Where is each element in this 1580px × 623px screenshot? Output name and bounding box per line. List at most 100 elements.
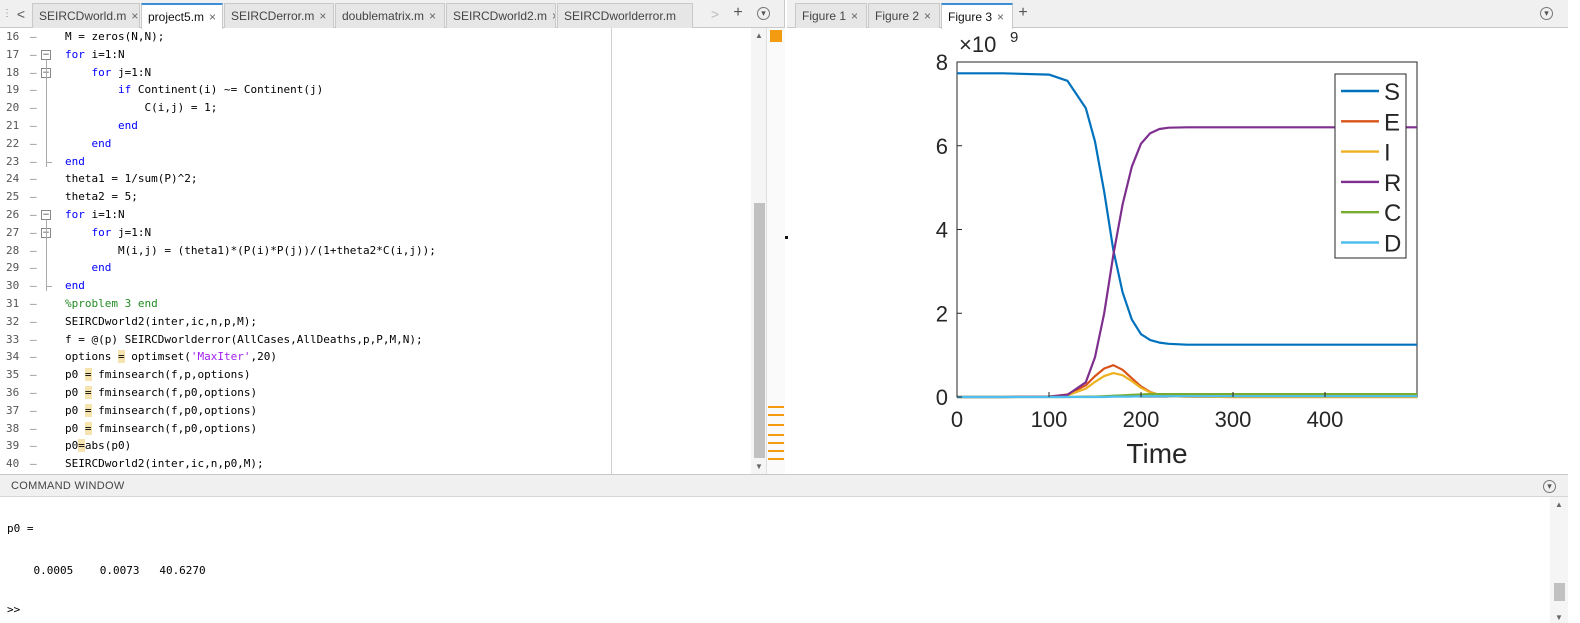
scroll-down-icon[interactable]: ▼ — [755, 462, 763, 471]
command-window-output[interactable]: p0 = 0.0005 0.0073 40.6270 >> — [0, 497, 1550, 623]
breakpoint-dash[interactable]: – — [30, 172, 37, 186]
code-line[interactable]: 29– end — [0, 259, 612, 277]
code-analyzer-bar[interactable] — [766, 28, 785, 474]
code-editor[interactable]: 16–M = zeros(N,N);17–−for i=1:N18–− for … — [0, 28, 768, 474]
command-window-menu-icon[interactable]: ▾ — [1543, 480, 1556, 493]
close-tab-icon[interactable]: × — [131, 9, 139, 23]
breakpoint-dash[interactable]: – — [30, 83, 37, 97]
code-line[interactable]: 25– theta2 = 5; — [0, 188, 612, 206]
code-line[interactable]: 35– p0 = fminsearch(f,p,options) — [0, 366, 612, 384]
breakpoint-dash[interactable]: – — [30, 47, 37, 61]
warning-marker[interactable] — [768, 434, 784, 436]
tab-seircdworld-m[interactable]: SEIRCDworld.m × — [32, 3, 140, 28]
editor-vertical-scrollbar[interactable]: ▲ ▼ — [751, 28, 768, 474]
line-plot[interactable]: 0 100 200 300 400 0 2 4 6 8 ×10 9 Time SEIRCD — [787, 28, 1568, 474]
code-line[interactable]: 28– M(i,j) = (theta1)*(P(i)*P(j))/(1+the… — [0, 242, 612, 260]
tab-doublematrix-m[interactable]: doublematrix.m × — [335, 3, 445, 28]
tab-seircdworld2-m[interactable]: SEIRCDworld2.m × — [446, 3, 556, 28]
code-line[interactable]: 38– p0 = fminsearch(f,p0,options) — [0, 420, 612, 438]
code-line[interactable]: 37– p0 = fminsearch(f,p0,options) — [0, 402, 612, 420]
code-line[interactable]: 24– theta1 = 1/sum(P)^2; — [0, 170, 612, 188]
tab-scroll-right-icon[interactable]: > — [710, 6, 720, 22]
command-window[interactable]: COMMAND WINDOW ▾ p0 = 0.0005 0.0073 40.6… — [0, 474, 1568, 623]
scroll-up-icon[interactable]: ▲ — [1555, 500, 1563, 509]
code-line[interactable]: 23– end — [0, 153, 612, 171]
breakpoint-dash[interactable]: – — [30, 368, 37, 382]
breakpoint-dash[interactable]: – — [30, 243, 37, 257]
scroll-down-icon[interactable]: ▼ — [1555, 613, 1563, 622]
scrollbar-thumb[interactable] — [754, 203, 765, 458]
breakpoint-dash[interactable]: – — [30, 136, 37, 150]
code-line[interactable]: 19– if Continent(i) ~= Continent(j) — [0, 81, 612, 99]
editor-pane-menu-icon[interactable]: ▾ — [757, 7, 770, 20]
warning-marker[interactable] — [768, 458, 784, 460]
code-line[interactable]: 26– − for i=1:N — [0, 206, 612, 224]
close-tab-icon[interactable]: × — [851, 9, 859, 23]
breakpoint-dash[interactable]: – — [30, 439, 37, 453]
code-line[interactable]: 27–− for j=1:N — [0, 224, 612, 242]
close-tab-icon[interactable]: × — [429, 9, 437, 23]
code-line[interactable]: 34– options = optimset('MaxIter',20) — [0, 348, 612, 366]
code-line[interactable]: 40– SEIRCDworld2(inter,ic,n,p0,M); — [0, 455, 612, 473]
breakpoint-dash[interactable]: – — [30, 30, 37, 43]
breakpoint-dash[interactable]: – — [30, 386, 37, 399]
series-line-R[interactable] — [957, 126, 1417, 399]
breakpoint-dash[interactable]: – — [30, 421, 37, 435]
tab-figure-3[interactable]: Figure 3 × — [941, 3, 1013, 29]
close-tab-icon[interactable]: × — [552, 9, 555, 23]
breakpoint-dash[interactable]: – — [30, 225, 37, 239]
tab-project5-m[interactable]: project5.m × — [141, 3, 223, 29]
code-line[interactable]: 16– M = zeros(N,N); — [0, 28, 612, 46]
close-tab-icon[interactable]: × — [997, 10, 1005, 24]
figure-canvas[interactable]: 0 100 200 300 400 0 2 4 6 8 ×10 9 Time S E I R C D — [787, 28, 1568, 474]
code-line[interactable]: 22– end — [0, 135, 612, 153]
warning-indicator-icon[interactable] — [770, 30, 782, 42]
code-line[interactable]: 39– p0=abs(p0) — [0, 437, 612, 455]
legend-box[interactable] — [1334, 73, 1407, 259]
breakpoint-dash[interactable]: – — [30, 350, 37, 364]
code-line[interactable]: 33– f = @(p) SEIRCDworlderror(AllCases,Al… — [0, 331, 612, 349]
add-tab-button[interactable]: + — [733, 4, 743, 21]
command-prompt[interactable]: >> — [7, 603, 21, 616]
code-fold-icon[interactable]: − — [41, 49, 51, 60]
warning-marker[interactable] — [768, 424, 784, 426]
add-figure-tab-button[interactable]: + — [1018, 4, 1028, 21]
warning-marker[interactable] — [768, 406, 784, 408]
tab-figure-1[interactable]: Figure 1 × — [795, 3, 867, 28]
breakpoint-dash[interactable]: – — [30, 403, 37, 417]
warning-marker[interactable] — [768, 450, 784, 452]
breakpoint-dash[interactable]: – — [30, 119, 37, 132]
breakpoint-dash[interactable]: – — [30, 154, 37, 168]
figure-pane-menu-icon[interactable]: ▾ — [1540, 7, 1553, 20]
code-line[interactable]: 31– %problem 3 end — [0, 295, 612, 313]
scroll-up-icon[interactable]: ▲ — [755, 31, 763, 40]
tab-seircdworlderror-m[interactable]: SEIRCDworlderror.m — [557, 3, 693, 28]
breakpoint-dash[interactable]: – — [30, 208, 37, 221]
breakpoint-dash[interactable]: – — [30, 190, 37, 204]
code-line[interactable]: 36– p0 = fminsearch(f,p0,options) — [0, 384, 612, 402]
close-tab-icon[interactable]: × — [319, 9, 327, 23]
code-line[interactable]: 18–− for j=1:N — [0, 64, 612, 82]
code-line[interactable]: 30– end — [0, 277, 612, 295]
tab-scroll-left-icon[interactable]: < — [16, 6, 26, 22]
breakpoint-dash[interactable]: – — [30, 457, 37, 471]
warning-marker[interactable] — [768, 414, 784, 416]
code-fold-icon[interactable]: − — [41, 210, 51, 220]
breakpoint-dash[interactable]: – — [30, 297, 37, 310]
warning-marker[interactable] — [768, 442, 784, 444]
breakpoint-dash[interactable]: – — [30, 101, 37, 115]
series-line-S[interactable] — [957, 72, 1417, 346]
breakpoint-dash[interactable]: – — [30, 314, 37, 328]
tab-seircderror-m[interactable]: SEIRCDerror.m × — [224, 3, 334, 28]
breakpoint-dash[interactable]: – — [30, 332, 37, 346]
code-line[interactable]: 20– C(i,j) = 1; — [0, 99, 612, 117]
breakpoint-dash[interactable]: – — [30, 261, 37, 275]
scrollbar-thumb[interactable] — [1554, 583, 1565, 601]
tab-figure-2[interactable]: Figure 2 × — [868, 3, 940, 28]
breakpoint-dash[interactable]: – — [30, 279, 37, 293]
code-line[interactable]: 32– SEIRCDworld2(inter,ic,n,p,M); — [0, 313, 612, 331]
code-line[interactable]: 21– end — [0, 117, 612, 135]
splitter-handle[interactable] — [785, 236, 788, 239]
close-tab-icon[interactable]: × — [209, 10, 217, 24]
close-tab-icon[interactable]: × — [924, 9, 932, 23]
